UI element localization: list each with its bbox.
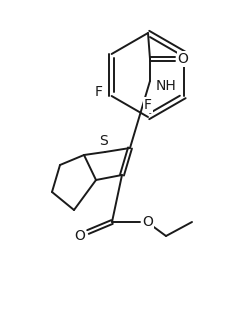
Text: O: O [143, 215, 153, 229]
Text: F: F [144, 98, 152, 112]
Text: F: F [95, 85, 103, 99]
Text: S: S [100, 134, 108, 148]
Text: NH: NH [156, 79, 177, 93]
Text: O: O [74, 229, 86, 243]
Text: O: O [178, 52, 188, 66]
